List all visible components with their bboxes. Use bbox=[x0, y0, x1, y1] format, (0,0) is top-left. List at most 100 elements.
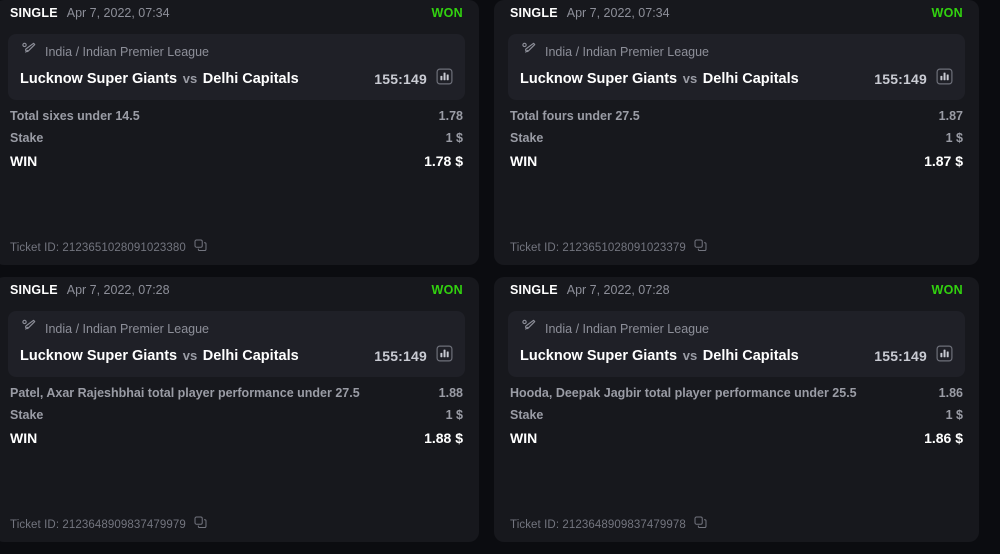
league-row: India / Indian Premier League bbox=[20, 42, 453, 61]
league-row: India / Indian Premier League bbox=[520, 42, 953, 61]
match-panel[interactable]: India / Indian Premier League Lucknow Su… bbox=[508, 311, 965, 377]
teams-row: Lucknow Super Giants vs Delhi Capitals 1… bbox=[20, 68, 453, 90]
stake-label: Stake bbox=[10, 408, 44, 422]
statistics-bar-chart-icon[interactable] bbox=[436, 68, 453, 90]
ticket-id-label: Ticket ID: 2123651028091023379 bbox=[510, 242, 686, 254]
cricket-icon bbox=[520, 41, 537, 63]
ticket-id-label: Ticket ID: 2123648909837479979 bbox=[10, 519, 186, 531]
away-team-name: Delhi Capitals bbox=[202, 348, 299, 364]
selection-lines: Hooda, Deepak Jagbir total player perfor… bbox=[508, 377, 965, 456]
bet-ticket-card-4[interactable]: SINGLE Apr 7, 2022, 07:28 WON India / In… bbox=[494, 277, 979, 542]
cricket-icon bbox=[20, 318, 37, 340]
home-team-name: Lucknow Super Giants bbox=[520, 348, 678, 364]
match-panel[interactable]: India / Indian Premier League Lucknow Su… bbox=[508, 34, 965, 100]
bet-type-label: SINGLE bbox=[10, 283, 58, 297]
bet-date-label: Apr 7, 2022, 07:34 bbox=[566, 6, 670, 20]
copy-icon[interactable] bbox=[694, 516, 707, 534]
stake-row: Stake 1 $ bbox=[510, 408, 963, 430]
bet-ticket-card-3[interactable]: SINGLE Apr 7, 2022, 07:28 WON India / In… bbox=[0, 277, 479, 542]
win-value: 1.87 $ bbox=[924, 153, 963, 169]
statistics-bar-chart-icon[interactable] bbox=[936, 345, 953, 367]
match-score: 155:149 bbox=[874, 71, 927, 87]
status-badge: WON bbox=[931, 6, 963, 20]
bet-date-label: Apr 7, 2022, 07:28 bbox=[566, 283, 670, 297]
bet-ticket-card-2[interactable]: SINGLE Apr 7, 2022, 07:34 WON India / In… bbox=[494, 0, 979, 265]
selection-label: Total sixes under 14.5 bbox=[10, 109, 140, 123]
selection-lines: Patel, Axar Rajeshbhai total player perf… bbox=[8, 377, 465, 456]
win-row: WIN 1.88 $ bbox=[10, 430, 463, 456]
cricket-icon bbox=[20, 41, 37, 63]
match-score: 155:149 bbox=[874, 348, 927, 364]
status-badge: WON bbox=[431, 6, 463, 20]
vs-separator: vs bbox=[679, 348, 701, 363]
ticket-id-label: Ticket ID: 2123651028091023380 bbox=[10, 242, 186, 254]
win-label: WIN bbox=[10, 430, 38, 446]
teams-row: Lucknow Super Giants vs Delhi Capitals 1… bbox=[20, 345, 453, 367]
bet-ticket-card-1[interactable]: SINGLE Apr 7, 2022, 07:34 WON India / In… bbox=[0, 0, 479, 265]
league-name: India / Indian Premier League bbox=[45, 321, 209, 336]
ticket-footer: Ticket ID: 2123648909837479978 bbox=[508, 508, 965, 542]
copy-icon[interactable] bbox=[194, 239, 207, 257]
status-badge: WON bbox=[931, 283, 963, 297]
home-team-name: Lucknow Super Giants bbox=[520, 71, 678, 87]
win-label: WIN bbox=[10, 153, 38, 169]
teams-label: Lucknow Super Giants vs Delhi Capitals bbox=[520, 71, 799, 87]
ticket-footer: Ticket ID: 2123648909837479979 bbox=[8, 508, 465, 542]
win-row: WIN 1.87 $ bbox=[510, 153, 963, 179]
score-wrap: 155:149 bbox=[374, 345, 453, 367]
stake-value: 1 $ bbox=[945, 131, 963, 145]
status-badge: WON bbox=[431, 283, 463, 297]
vs-separator: vs bbox=[679, 71, 701, 86]
league-name: India / Indian Premier League bbox=[545, 44, 709, 59]
stake-row: Stake 1 $ bbox=[510, 131, 963, 153]
ticket-footer: Ticket ID: 2123651028091023379 bbox=[508, 231, 965, 265]
score-wrap: 155:149 bbox=[374, 68, 453, 90]
stake-row: Stake 1 $ bbox=[10, 131, 463, 153]
statistics-bar-chart-icon[interactable] bbox=[936, 68, 953, 90]
league-row: India / Indian Premier League bbox=[20, 319, 453, 338]
bet-type-label: SINGLE bbox=[510, 283, 558, 297]
away-team-name: Delhi Capitals bbox=[702, 348, 799, 364]
vs-separator: vs bbox=[179, 71, 201, 86]
cricket-icon bbox=[520, 318, 537, 340]
selection-row: Hooda, Deepak Jagbir total player perfor… bbox=[510, 386, 963, 408]
statistics-bar-chart-icon[interactable] bbox=[436, 345, 453, 367]
win-row: WIN 1.78 $ bbox=[10, 153, 463, 179]
home-team-name: Lucknow Super Giants bbox=[20, 348, 178, 364]
away-team-name: Delhi Capitals bbox=[202, 71, 299, 87]
stake-value: 1 $ bbox=[945, 408, 963, 422]
win-label: WIN bbox=[510, 153, 538, 169]
match-panel[interactable]: India / Indian Premier League Lucknow Su… bbox=[8, 311, 465, 377]
selection-odds: 1.88 bbox=[438, 386, 463, 400]
stake-row: Stake 1 $ bbox=[10, 408, 463, 430]
teams-label: Lucknow Super Giants vs Delhi Capitals bbox=[520, 348, 799, 364]
copy-icon[interactable] bbox=[194, 516, 207, 534]
league-name: India / Indian Premier League bbox=[45, 44, 209, 59]
teams-row: Lucknow Super Giants vs Delhi Capitals 1… bbox=[520, 345, 953, 367]
win-value: 1.88 $ bbox=[424, 430, 463, 446]
teams-row: Lucknow Super Giants vs Delhi Capitals 1… bbox=[520, 68, 953, 90]
away-team-name: Delhi Capitals bbox=[702, 71, 799, 87]
stake-label: Stake bbox=[510, 131, 544, 145]
win-value: 1.78 $ bbox=[424, 153, 463, 169]
teams-label: Lucknow Super Giants vs Delhi Capitals bbox=[20, 348, 299, 364]
score-wrap: 155:149 bbox=[874, 68, 953, 90]
win-row: WIN 1.86 $ bbox=[510, 430, 963, 456]
match-panel[interactable]: India / Indian Premier League Lucknow Su… bbox=[8, 34, 465, 100]
home-team-name: Lucknow Super Giants bbox=[20, 71, 178, 87]
stake-label: Stake bbox=[510, 408, 544, 422]
selection-row: Patel, Axar Rajeshbhai total player perf… bbox=[10, 386, 463, 408]
win-label: WIN bbox=[510, 430, 538, 446]
selection-lines: Total sixes under 14.5 1.78 Stake 1 $ WI… bbox=[8, 100, 465, 179]
league-row: India / Indian Premier League bbox=[520, 319, 953, 338]
selection-label: Hooda, Deepak Jagbir total player perfor… bbox=[510, 386, 857, 400]
bet-type-label: SINGLE bbox=[510, 6, 558, 20]
copy-icon[interactable] bbox=[694, 239, 707, 257]
teams-label: Lucknow Super Giants vs Delhi Capitals bbox=[20, 71, 299, 87]
stake-label: Stake bbox=[10, 131, 44, 145]
bet-history-grid: SINGLE Apr 7, 2022, 07:34 WON India / In… bbox=[0, 0, 979, 542]
stake-value: 1 $ bbox=[445, 408, 463, 422]
match-score: 155:149 bbox=[374, 71, 427, 87]
selection-label: Total fours under 27.5 bbox=[510, 109, 640, 123]
ticket-footer: Ticket ID: 2123651028091023380 bbox=[8, 231, 465, 265]
